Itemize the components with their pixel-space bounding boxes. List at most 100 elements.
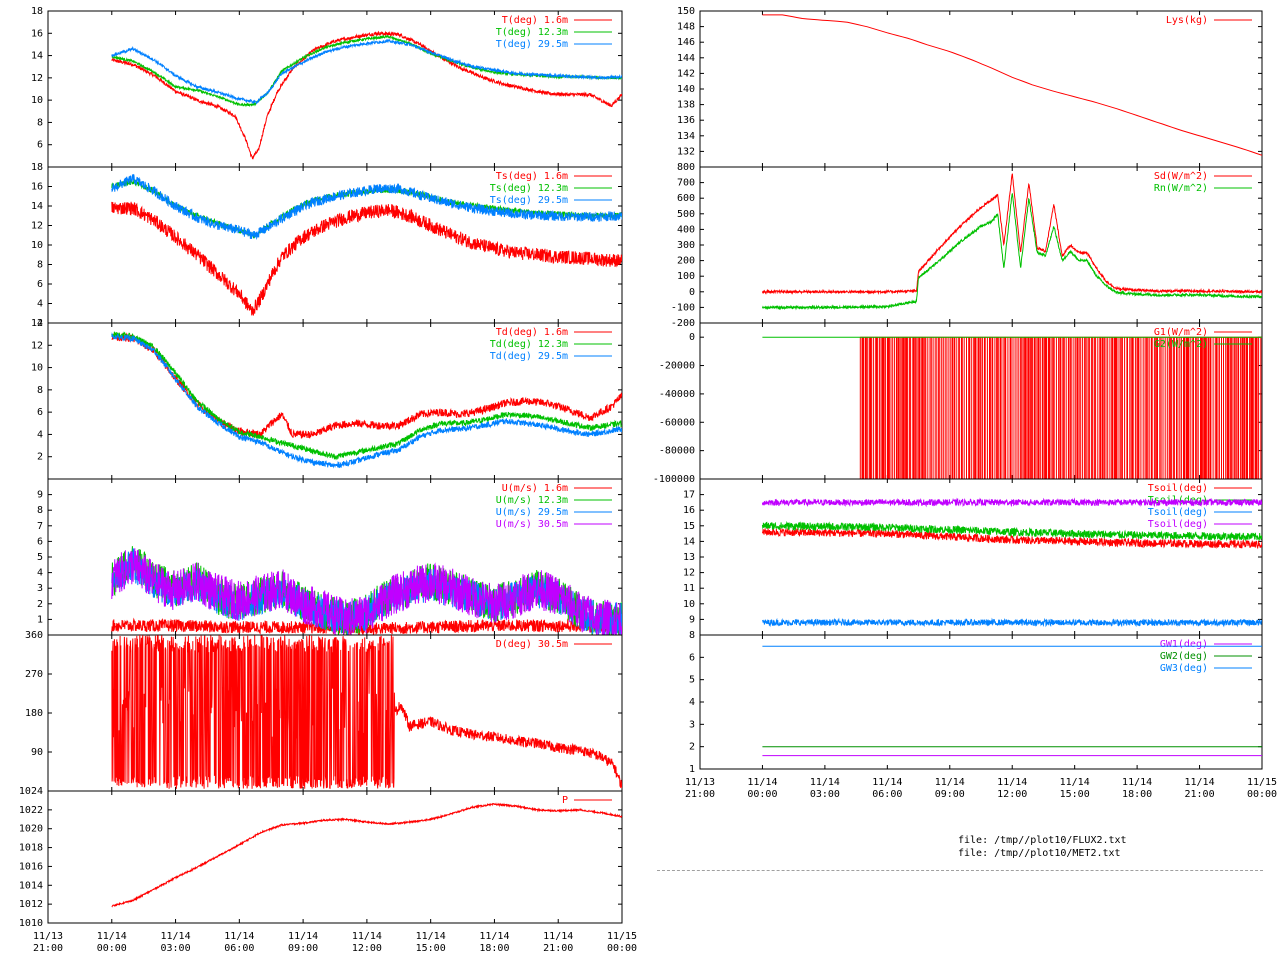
series-line-td-1	[111, 331, 622, 461]
y-tick-label: 18	[31, 162, 43, 173]
series-line-tsoil-1	[761, 520, 1262, 542]
series-line-g-0	[859, 336, 1262, 479]
y-tick-label: 1010	[19, 918, 43, 929]
x-tick-date: 11/13	[33, 931, 63, 942]
y-tick-label: 13	[683, 552, 695, 563]
file-path-met: file: /tmp//plot10/MET2.txt	[958, 848, 1121, 859]
y-tick-label: 132	[677, 146, 695, 157]
legend-label: GW1(deg)	[1160, 639, 1208, 650]
legend-label: Tsoil(deg)	[1148, 507, 1208, 518]
y-tick-label: 1020	[19, 824, 43, 835]
y-tick-label: 400	[677, 224, 695, 235]
x-axis-labels-left: 11/1321:0011/1400:0011/1403:0011/1406:00…	[33, 931, 637, 954]
panel-gw: 1 2 3 4 5 6 GW1(deg)GW2(deg)GW3(deg)	[689, 634, 1263, 775]
y-tick-label: 134	[677, 131, 695, 142]
y-tick-label: 4	[689, 697, 695, 708]
series-line-tsoil-2	[761, 617, 1262, 628]
legend-label: GW3(deg)	[1160, 663, 1208, 674]
legend-label: Sd(W/m^2)	[1154, 171, 1208, 182]
y-tick-label: 1012	[19, 899, 43, 910]
x-tick-time: 21:00	[685, 789, 715, 800]
x-tick-time: 06:00	[872, 789, 902, 800]
series-line-t-0	[111, 30, 622, 160]
y-tick-label: 4	[37, 429, 43, 440]
y-tick-label: 6	[37, 140, 43, 151]
dashed-separator	[657, 870, 1263, 871]
series-line-ts-0	[111, 201, 622, 316]
panel-d: 90 180 270 360 D(deg) 30.5m	[25, 630, 623, 792]
x-tick-date: 11/14	[1185, 777, 1215, 788]
legend-label: G2(W/m^2)	[1154, 339, 1208, 350]
y-tick-label: 1	[37, 614, 43, 625]
legend-label: D(deg) 30.5m	[496, 639, 568, 650]
y-tick-label: 140	[677, 84, 695, 95]
x-tick-date: 11/14	[1122, 777, 1152, 788]
y-tick-label: 500	[677, 209, 695, 220]
legend-label: U(m/s) 29.5m	[496, 507, 568, 518]
x-tick-date: 11/15	[607, 931, 637, 942]
y-tick-label: 6	[37, 536, 43, 547]
y-tick-label: 270	[25, 669, 43, 680]
series-line-tsoil-0	[761, 527, 1262, 550]
y-tick-label: 10	[683, 599, 695, 610]
series-line-ts-2	[111, 174, 622, 241]
y-tick-label: 16	[31, 28, 43, 39]
y-tick-label: -100000	[653, 474, 695, 485]
y-tick-label: -60000	[659, 417, 695, 428]
y-tick-label: 15	[683, 521, 695, 532]
x-tick-date: 11/14	[997, 777, 1027, 788]
y-tick-label: 600	[677, 193, 695, 204]
y-tick-label: 2	[37, 318, 43, 329]
y-tick-label: 12	[683, 568, 695, 579]
series-line-tsoil-3	[761, 497, 1262, 508]
legend-label: Td(deg) 12.3m	[490, 339, 568, 350]
panel-tsoil: 891011121314151617Tsoil(deg)Tsoil(deg)Ts…	[683, 478, 1263, 641]
y-tick-label: 1018	[19, 843, 43, 854]
x-tick-date: 11/14	[810, 777, 840, 788]
y-tick-label: 2	[37, 599, 43, 610]
y-tick-label: 16	[683, 505, 695, 516]
y-tick-label: 100	[677, 271, 695, 282]
x-tick-date: 11/14	[543, 931, 573, 942]
y-tick-label: 5	[37, 552, 43, 563]
series-line-sd-0	[761, 173, 1262, 295]
y-tick-label: 90	[31, 747, 43, 758]
y-tick-label: -100	[671, 302, 695, 313]
series-line-t-2	[111, 38, 622, 105]
y-tick-label: 180	[25, 708, 43, 719]
x-tick-time: 21:00	[33, 943, 63, 954]
x-tick-date: 11/14	[97, 931, 127, 942]
x-tick-time: 18:00	[1122, 789, 1152, 800]
series-line-td-0	[111, 332, 622, 439]
x-tick-time: 12:00	[997, 789, 1027, 800]
y-tick-label: 1016	[19, 861, 43, 872]
y-tick-label: 14	[683, 536, 695, 547]
y-tick-label: 17	[683, 490, 695, 501]
y-tick-label: 700	[677, 178, 695, 189]
panel-p: 1010 1012 1014 1016 1018 1020 1022 1024 P	[19, 786, 623, 929]
y-tick-label: 148	[677, 22, 695, 33]
y-tick-label: 138	[677, 100, 695, 111]
x-tick-time: 03:00	[810, 789, 840, 800]
x-tick-time: 21:00	[1185, 789, 1215, 800]
y-tick-label: 3	[37, 583, 43, 594]
y-tick-label: 136	[677, 115, 695, 126]
panel-g: -100000 -80000 -60000 -40000 -20000 0 G1(W/m^2…	[653, 322, 1263, 485]
y-tick-label: 10	[31, 240, 43, 251]
y-tick-label: 8	[37, 117, 43, 128]
y-tick-label: 1	[689, 764, 695, 775]
file-list: file: /tmp//plot10/FLUX2.txt file: /tmp/…	[958, 834, 1127, 860]
y-tick-label: 18	[31, 6, 43, 17]
y-tick-label: 7	[37, 521, 43, 532]
y-tick-label: 1024	[19, 786, 43, 797]
x-tick-date: 11/14	[479, 931, 509, 942]
legend-label: GW2(deg)	[1160, 651, 1208, 662]
y-tick-label: 2	[689, 742, 695, 753]
legend-label: Ts(deg) 1.6m	[496, 171, 568, 182]
x-tick-date: 11/14	[224, 931, 254, 942]
y-tick-label: 9	[689, 614, 695, 625]
legend-label: Lys(kg)	[1166, 15, 1208, 26]
legend-label: T(deg) 29.5m	[496, 39, 568, 50]
panel-frame	[699, 10, 1263, 168]
